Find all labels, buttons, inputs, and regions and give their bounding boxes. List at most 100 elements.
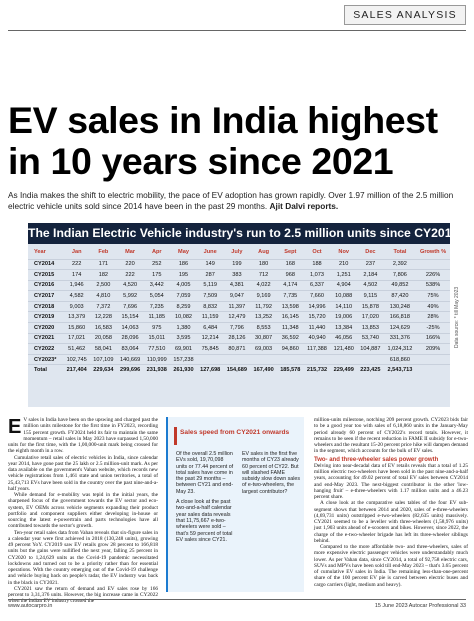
table-cell: 77,510	[143, 343, 171, 355]
table-cell: 11,792	[250, 300, 277, 312]
table-cell: 7,796	[223, 322, 251, 334]
table-cell: 186	[170, 258, 197, 270]
sidebar-column-2: EV sales in the first five months of CY2…	[242, 451, 302, 495]
table-row-year: CY2022	[28, 343, 64, 355]
table-cell	[330, 353, 358, 365]
table-cell: 7,696	[116, 300, 144, 312]
table-cell: 712	[250, 269, 277, 281]
table-cell: 157,238	[170, 353, 197, 365]
table-cell: 46,056	[330, 332, 358, 344]
sales-table: The Indian Electric Vehicle industry's r…	[28, 223, 450, 407]
table-cell: 4,904	[330, 279, 358, 291]
table-cell: 13,384	[330, 322, 358, 334]
table-title: The Indian Electric Vehicle industry's r…	[28, 223, 450, 244]
section-label: SALES ANALYSIS	[344, 5, 466, 25]
table-row-year: CY2021	[28, 332, 64, 344]
table-header-cell: June	[203, 249, 217, 256]
table-cell: 51,462	[63, 343, 91, 355]
table-cell: 40,940	[303, 332, 331, 344]
table-cell: 331,376	[383, 332, 417, 344]
table-cell: 185,578	[276, 364, 304, 376]
table-cell: 28%	[416, 311, 450, 323]
article-paragraph: V sales in India have been on the upswin…	[8, 417, 158, 455]
table-cell: 229,499	[330, 364, 358, 376]
table-cell: 17,021	[63, 332, 91, 344]
table-cell: 223,425	[357, 364, 384, 376]
table-header-cell: Jan	[71, 249, 82, 256]
table-cell: 14,110	[330, 300, 358, 312]
table-cell: 222	[116, 269, 144, 281]
table-cell: 209%	[416, 343, 450, 355]
table-cell	[416, 364, 450, 376]
table-row: CY2022 51,462 58,041 83,064 77,510 69,901 75,8…	[28, 343, 450, 355]
table-cell: 175	[143, 269, 171, 281]
table-cell: 9,003	[63, 300, 91, 312]
table-cell: 75,845	[196, 343, 224, 355]
headline: EV sales in India highest in 10 years si…	[8, 99, 438, 182]
table-cell: 7,735	[276, 290, 304, 302]
table-cell: 9,115	[357, 290, 384, 302]
table-cell: 2,543,713	[383, 364, 417, 376]
table-cell: 195	[170, 269, 197, 281]
table-cell: 6,337	[303, 279, 331, 291]
table-cell: 30,807	[250, 332, 277, 344]
sidebar-paragraph: Of the overall 2.5 million EVs sold, 19,…	[176, 451, 234, 495]
table-cell: 49%	[416, 300, 450, 312]
table-cell: 15,011	[143, 332, 171, 344]
table-row: CY2023* 102,745 107,109 140,669 110,999 157,2…	[28, 353, 450, 365]
table-cell: 20,058	[90, 332, 117, 344]
footer-website: www.autocarpro.in	[8, 603, 53, 609]
table-cell: 1,073	[303, 269, 331, 281]
table-cell: 8,259	[170, 300, 197, 312]
table-cell: 4,520	[116, 279, 144, 291]
table-row: CY2014 222 171 220 252 186 149 199 180 168 188 210 2…	[28, 258, 450, 270]
table-cell: 220	[116, 258, 144, 270]
table-cell: 13,252	[250, 311, 277, 323]
table-cell: 182	[90, 269, 117, 281]
table-cell: 19,006	[330, 311, 358, 323]
table-cell: 127,698	[196, 364, 224, 376]
table-header-cell: Oct	[312, 249, 322, 256]
table-row: CY2020 15,860 16,583 14,063 975 1,380 6,484 7,7…	[28, 322, 450, 334]
table-cell: 124,629	[383, 322, 417, 334]
table-cell: 287	[196, 269, 224, 281]
table-row-year: CY2015	[28, 269, 64, 281]
table-cell: 7,235	[143, 300, 171, 312]
table-cell: 618,860	[383, 353, 417, 365]
table-header-cell: Sept	[284, 249, 297, 256]
table-cell: 4,502	[357, 279, 384, 291]
table-cell: 11,348	[276, 322, 304, 334]
table-cell: 69,901	[170, 343, 197, 355]
table-header-cell: Dec	[365, 249, 376, 256]
sidebar-paragraph: A close look at the past two-and-a-half …	[176, 499, 233, 543]
table-cell: 11,185	[143, 311, 171, 323]
table-cell: 13,598	[276, 300, 304, 312]
table-cell: 149	[196, 258, 224, 270]
table-cell: 4,381	[223, 279, 251, 291]
table-cell: 226%	[416, 269, 450, 281]
sidebar-accent-bar	[174, 427, 177, 445]
article-paragraph: Ten-year retail sales data from Vahan re…	[8, 529, 158, 586]
table-cell	[196, 353, 224, 365]
table-cell: 5,119	[196, 279, 224, 291]
table-cell: 7,059	[170, 290, 197, 302]
table-cell: 14,063	[116, 322, 144, 334]
table-cell: 383	[223, 269, 251, 281]
footer-rule	[8, 599, 466, 600]
table-cell: 87,420	[383, 290, 417, 302]
table-cell: 75%	[416, 290, 450, 302]
table-cell: 11,397	[223, 300, 251, 312]
sidebar-box: Sales speed from CY2021 onwards Of the o…	[166, 417, 304, 592]
table-cell: 58,041	[90, 343, 117, 355]
table-cell: 12,214	[196, 332, 224, 344]
table-cell: 4,022	[250, 279, 277, 291]
table-cell: 7,806	[383, 269, 417, 281]
table-row: CY2018 9,003 7,372 7,696 7,235 8,259 8,832 11,3…	[28, 300, 450, 312]
table-cell: 8,832	[196, 300, 224, 312]
table-cell: 167,490	[250, 364, 277, 376]
table-body: CY2014 222 171 220 252 186 149 199 180 168 188 210 2…	[28, 258, 450, 376]
table-row-year: Total	[28, 364, 64, 376]
article-paragraph: While demand for e-mobility was tepid in…	[8, 492, 158, 530]
table-cell: 15,720	[303, 311, 331, 323]
table-cell: 252	[143, 258, 171, 270]
